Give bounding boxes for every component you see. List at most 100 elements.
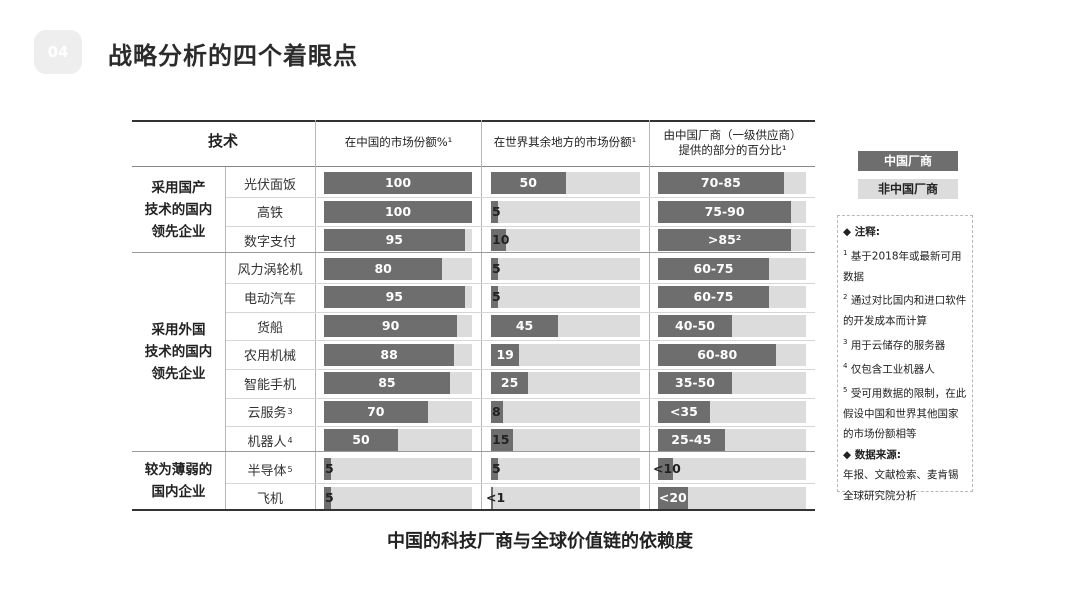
bar-value-label: 80 [374, 260, 392, 276]
bar-value-label: 19 [496, 346, 514, 362]
bar-fill [658, 286, 769, 309]
bar-fill [324, 172, 472, 194]
bar-value-label: 5 [325, 461, 334, 476]
row-label-text: 机器人 [247, 434, 287, 450]
table-bottom-rule [132, 509, 815, 511]
bar-value-label: 35-50 [675, 375, 715, 391]
note-sup: 5 [843, 385, 848, 394]
bar-fill [491, 458, 499, 480]
bar-track: 70 [324, 400, 472, 423]
group-label-line: 采用外国 [151, 322, 206, 338]
dependency-table: 技术 在中国的市场份额%¹ 在世界其余地方的市场份额¹ 由中国厂商（一级供应商）… [132, 120, 815, 511]
row-label-text: 电动汽车 [243, 291, 296, 307]
col-divider-1 [315, 120, 316, 509]
row-label-text: 智能手机 [243, 377, 296, 393]
row-separator [226, 483, 815, 485]
bar-fill [658, 172, 784, 194]
row-label: 云服务 3 [226, 401, 314, 423]
row-label: 飞机 [226, 487, 314, 509]
note-item-1: 1 基于2018年或最新可用数据 [843, 243, 968, 288]
notes-heading: ◆ 注释: [843, 226, 880, 238]
row-separator [226, 197, 815, 199]
bar-value-label: 10 [492, 232, 510, 248]
bar-value-label: 100 [384, 203, 412, 219]
bar-fill [491, 400, 503, 423]
bar-fill [324, 458, 332, 480]
note-sup: 2 [843, 293, 848, 301]
bar-fill [491, 343, 520, 366]
bar-value-label: 60-75 [693, 289, 734, 305]
note-text: 用于云储存的服务器 [850, 339, 946, 351]
bar-track: 100 [324, 172, 472, 194]
row-label-text: 风力涡轮机 [237, 263, 303, 279]
bar-fill [491, 315, 559, 337]
bar-fill [491, 172, 566, 194]
bar-value-label: >85² [707, 232, 742, 248]
bar-fill [324, 343, 455, 366]
header-supplier-line1: 由中国厂商（一级供应商） [663, 128, 802, 142]
header-world-share: 在世界其余地方的市场份额¹ [493, 135, 637, 149]
group-label-line: 较为薄弱的 [144, 461, 213, 478]
bar-fill [324, 257, 443, 280]
col-divider-group [225, 167, 226, 509]
row-label-text: 农用机械 [243, 349, 296, 365]
row-label-text: 货船 [256, 320, 283, 336]
bar-value-label: 5 [492, 203, 501, 219]
bar-value-label: 100 [384, 175, 412, 190]
bar-fill [324, 200, 472, 223]
bar-value-label: 15 [492, 432, 510, 448]
bar-value-label: 95 [385, 289, 403, 305]
row-label: 智能手机 [226, 372, 314, 394]
note-item-3: 3 用于云储存的服务器 [843, 332, 968, 356]
notes-box: ◆ 注释: 1 基于2018年或最新可用数据 2 通过对比国内和进口软件的开发成… [837, 215, 973, 502]
bar-fill [658, 486, 688, 509]
bar-fill [658, 400, 710, 423]
bar-track: 90 [324, 315, 472, 337]
bar-fill [324, 315, 458, 337]
bar-value-label: 8 [492, 403, 501, 419]
note-item-4: 4 仅包含工业机器人 [843, 356, 968, 380]
row-label: 电动汽车 [226, 286, 314, 308]
row-label-text: 数字支付 [243, 234, 296, 250]
bar-track: 95 [324, 286, 472, 309]
row-separator [226, 283, 815, 285]
bar-fill [491, 429, 514, 452]
bar-fill [658, 343, 777, 366]
bar-fill [324, 286, 465, 309]
bar-fill [491, 372, 529, 395]
row-label: 半导体 5 [226, 458, 314, 480]
bar-track: 5 [491, 286, 640, 309]
bar-value-label: <35 [669, 403, 698, 419]
header-tech: 技术 [207, 132, 238, 150]
bar-track: 40-50 [658, 315, 806, 337]
bar-value-label: 40-50 [675, 318, 715, 333]
bar-fill [658, 429, 725, 452]
group-label-line: 技术的国内 [144, 344, 213, 360]
bar-track: 50 [491, 172, 640, 194]
legend-china-vendor: 中国厂商 [858, 151, 958, 171]
row-separator [226, 311, 815, 313]
bar-track: <10 [653, 458, 806, 480]
bar-track: 35-50 [658, 372, 806, 395]
source-text: 年报、文献检索、麦肯锡全球研究院分析 [843, 469, 959, 502]
group-label-line: 技术的国内 [144, 201, 213, 218]
note-sup: 4 [843, 361, 848, 370]
bar-value-label: 25 [500, 375, 519, 391]
bar-value-label: 25-45 [671, 432, 712, 448]
row-label-text: 云服务 [247, 406, 287, 422]
header-rule [132, 166, 815, 167]
bar-fill [658, 229, 792, 252]
row-label: 农用机械 [226, 344, 314, 366]
bar-value-label: <10 [653, 461, 681, 476]
bar-track: 5 [491, 200, 640, 223]
bar-value-label: 5 [492, 260, 501, 276]
bar-fill [658, 200, 792, 223]
row-label-text: 半导体 [247, 463, 287, 479]
bar-value-label: 45 [515, 318, 534, 333]
bar-value-label: 70-85 [700, 175, 741, 190]
page-title: 战略分析的四个着眼点 [108, 42, 358, 70]
bar-value-label: 90 [381, 318, 400, 333]
bar-track: 5 [491, 458, 640, 480]
group-separator-1 [132, 252, 815, 253]
bar-value-label: 5 [492, 289, 501, 305]
